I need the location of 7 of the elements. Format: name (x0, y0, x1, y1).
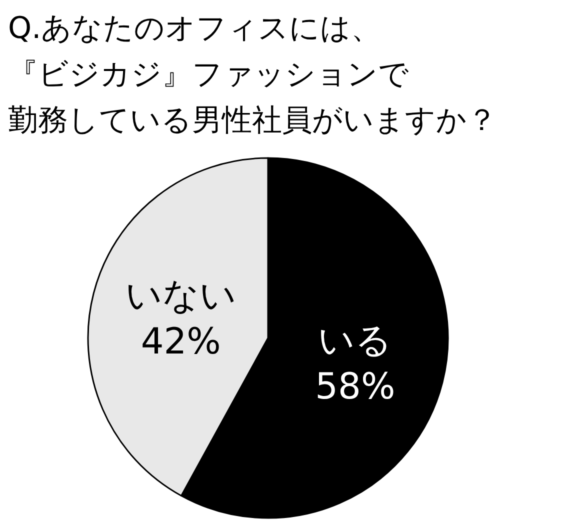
slice-label: いない (125, 276, 236, 317)
text: 勤務している男性社員がいますか？ (8, 103, 497, 138)
chart-title: Q.あなたのオフィスには、 (8, 11, 382, 46)
chart-subtitle: 『ビジカジ』ファッションで (8, 57, 409, 92)
data-label: 42% (140, 322, 221, 363)
data-label: 58% (315, 366, 396, 408)
slice-label: いる (318, 320, 392, 362)
